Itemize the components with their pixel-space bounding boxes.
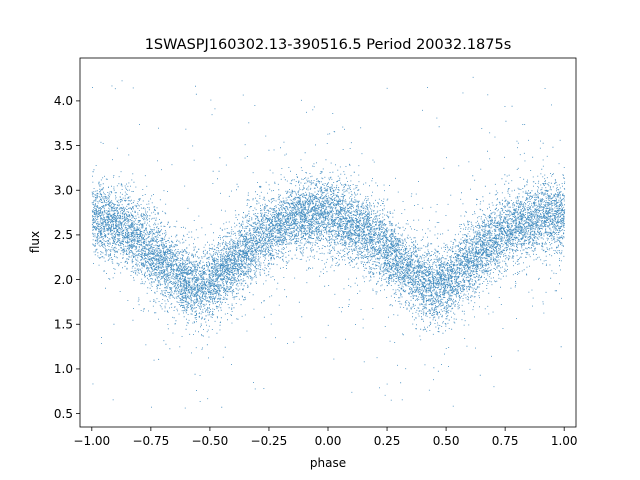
chart-title: 1SWASPJ160302.13-390516.5 Period 20032.1…: [145, 37, 512, 53]
x-axis: −1.00 −0.75 −0.50 −0.25 0.00 0.25 0.50 0.75 1.00: [73, 427, 578, 448]
y-tick-label: 0.5: [54, 407, 73, 421]
y-tick-label: 3.5: [54, 139, 73, 153]
x-tick-label: 0.25: [374, 434, 401, 448]
x-tick-label: 0.00: [315, 434, 342, 448]
y-tick-label: 1.0: [54, 362, 73, 376]
x-tick-label: 0.50: [433, 434, 460, 448]
y-axis: 0.5 1.0 1.5 2.0 2.5 3.0 3.5 4.0: [54, 94, 80, 421]
x-axis-label: phase: [310, 456, 346, 470]
x-tick-label: −0.25: [251, 434, 288, 448]
y-tick-label: 4.0: [54, 94, 73, 108]
y-tick-label: 2.5: [54, 228, 73, 242]
x-tick-label: −1.00: [73, 434, 110, 448]
x-tick-label: −0.50: [192, 434, 229, 448]
x-tick-label: −0.75: [132, 434, 169, 448]
y-tick-label: 2.0: [54, 273, 73, 287]
x-tick-label: 1.00: [551, 434, 578, 448]
y-tick-label: 1.5: [54, 318, 73, 332]
y-tick-label: 3.0: [54, 184, 73, 198]
y-axis-label: flux: [28, 231, 42, 253]
x-tick-label: 0.75: [492, 434, 519, 448]
